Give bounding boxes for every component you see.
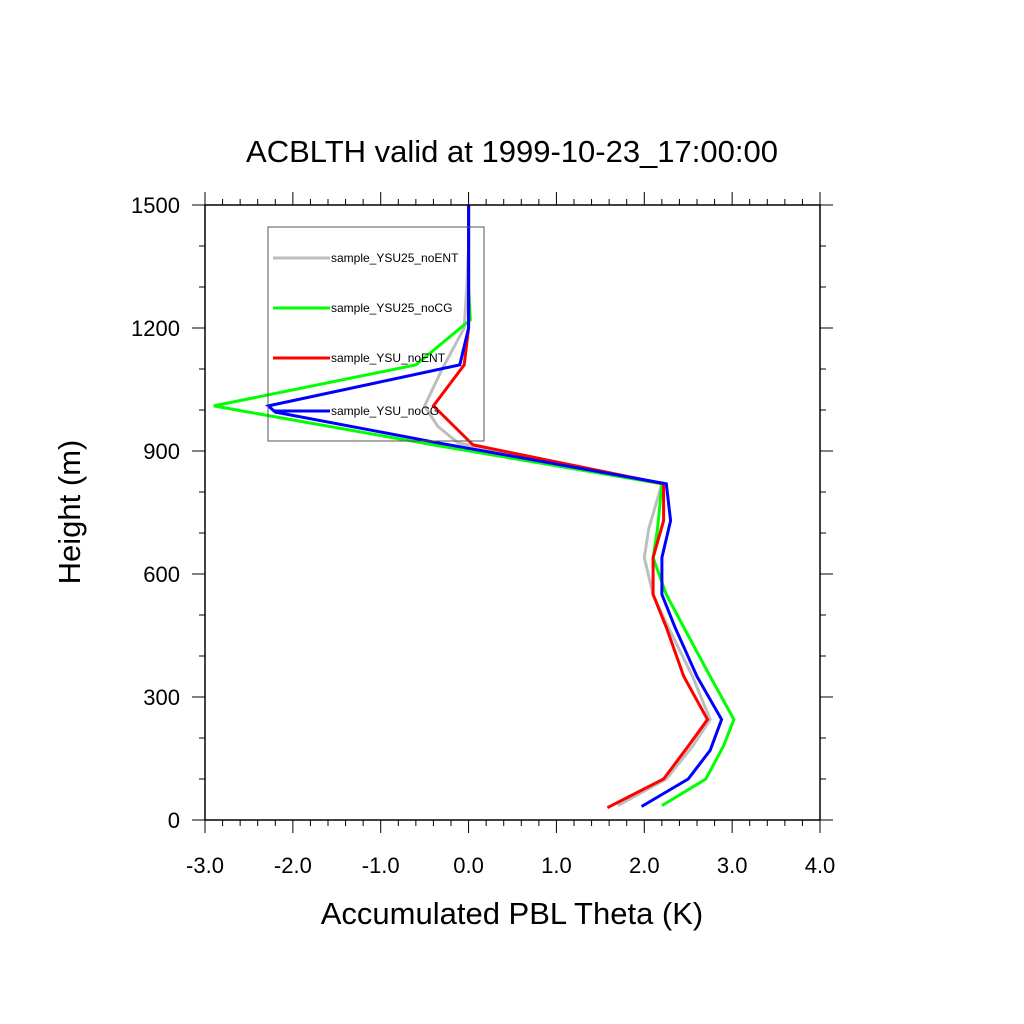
legend-label: sample_YSU25_noCG	[331, 301, 452, 315]
y-tick-label: 900	[143, 439, 180, 464]
y-tick-label: 1200	[131, 316, 180, 341]
legend-label: sample_YSU25_noENT	[331, 251, 459, 265]
series-line-sample_YSU_noCG	[265, 205, 724, 808]
plot-frame	[204, 204, 821, 821]
legend-box	[267, 226, 485, 442]
x-tick-label: 1.0	[541, 853, 572, 878]
x-tick-label: 2.0	[629, 853, 660, 878]
axis-ticks: -3.0 -2.0 -1.0 0.0 1.0 2.0 3.0 4.0 0 300 600 900 120…	[131, 192, 835, 878]
y-tick-label: 1500	[131, 193, 180, 218]
y-axis-label: Height (m)	[52, 440, 87, 585]
x-tick-label: -3.0	[186, 853, 224, 878]
x-tick-label: 4.0	[805, 853, 836, 878]
x-tick-label: 3.0	[717, 853, 748, 878]
series-line-sample_YSU25_noENT	[422, 205, 712, 807]
y-tick-label: 600	[143, 562, 180, 587]
legend: sample_YSU25_noENT sample_YSU25_noCGsampl…	[267, 226, 485, 442]
y-tick-label: 300	[143, 685, 180, 710]
x-tick-label: 0.0	[453, 853, 484, 878]
x-axis-label: Accumulated PBL Theta (K)	[321, 896, 704, 931]
chart-title: ACBLTH valid at 1999-10-23_17:00:00	[246, 134, 778, 169]
y-tick-label: 0	[168, 808, 180, 833]
x-tick-label: -2.0	[274, 853, 312, 878]
series-line-sample_YSU_noENT	[431, 205, 710, 810]
series-layer	[213, 205, 736, 810]
legend-label: sample_YSU_noCG	[331, 404, 439, 418]
legend-label: sample_YSU_noENT	[331, 351, 446, 365]
x-tick-label: -1.0	[362, 853, 400, 878]
